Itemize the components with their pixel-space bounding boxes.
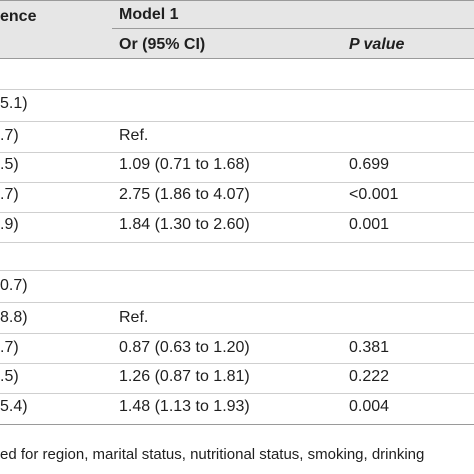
header-row-2 [0,32,474,58]
row-left-cell: .5) [0,368,19,385]
row-divider [0,333,474,334]
footnote: ed for region, marital status, nutrition… [0,446,425,463]
header-col0-fragment: ence [0,8,37,25]
row-divider [0,393,474,394]
row-left-cell: 0.7) [0,277,28,294]
row-divider [0,182,474,183]
row-p-cell: 0.699 [349,156,390,173]
row-p-cell: 0.001 [349,216,390,233]
row-left-cell: .7) [0,186,19,203]
row-divider [0,89,474,90]
p-label: P value [349,36,405,53]
row-or-cell: 0.87 (0.63 to 1.20) [119,339,250,356]
row-left-cell: .9) [0,216,19,233]
row-divider [0,302,474,303]
row-or-cell: 1.84 (1.30 to 2.60) [119,216,250,233]
row-divider [0,242,474,243]
or-label: Or (95% CI) [119,36,206,53]
row-left-cell: 5.1) [0,95,28,112]
row-divider [0,363,474,364]
row-divider [0,270,474,271]
row-left-cell: .7) [0,127,19,144]
row-divider [0,212,474,213]
row-left-cell: 8.8) [0,309,28,326]
row-p-cell: <0.001 [349,186,399,203]
row-or-cell: 1.48 (1.13 to 1.93) [119,398,250,415]
row-p-cell: 0.222 [349,368,390,385]
row-left-cell: .7) [0,339,19,356]
header-row-1 [0,0,474,32]
header-bottom-rule [0,58,474,59]
table-bottom-rule [0,424,474,425]
top-rule [0,0,474,1]
row-or-cell: Ref. [119,309,149,326]
model-label: Model 1 [119,6,179,23]
row-p-cell: 0.004 [349,398,390,415]
row-divider [0,121,474,122]
row-divider [0,152,474,153]
row-left-cell: 5.4) [0,398,28,415]
row-left-cell: .5) [0,156,19,173]
model-underline [112,28,474,29]
row-or-cell: Ref. [119,127,149,144]
row-or-cell: 1.09 (0.71 to 1.68) [119,156,250,173]
row-or-cell: 2.75 (1.86 to 4.07) [119,186,250,203]
row-or-cell: 1.26 (0.87 to 1.81) [119,368,250,385]
row-p-cell: 0.381 [349,339,390,356]
